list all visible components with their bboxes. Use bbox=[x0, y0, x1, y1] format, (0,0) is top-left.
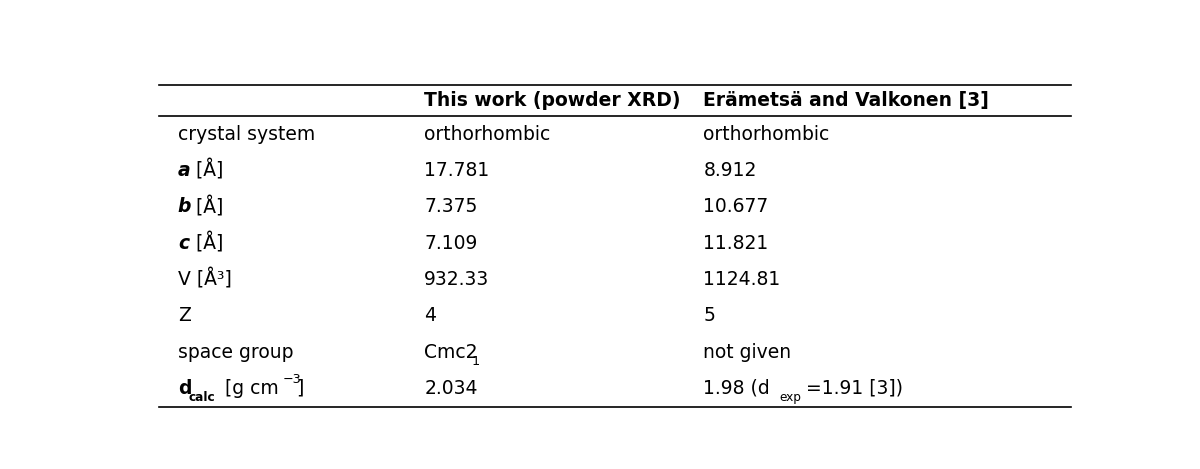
Text: 7.375: 7.375 bbox=[425, 197, 478, 216]
Text: 8.912: 8.912 bbox=[703, 161, 757, 180]
Text: exp: exp bbox=[780, 391, 802, 404]
Text: 11.821: 11.821 bbox=[703, 234, 769, 252]
Text: 2.034: 2.034 bbox=[425, 379, 478, 398]
Text: 932.33: 932.33 bbox=[425, 270, 490, 289]
Text: orthorhombic: orthorhombic bbox=[425, 125, 551, 144]
Text: This work (powder XRD): This work (powder XRD) bbox=[425, 91, 680, 110]
Text: 4: 4 bbox=[425, 306, 437, 325]
Text: 10.677: 10.677 bbox=[703, 197, 769, 216]
Text: Erämetsä and Valkonen [3]: Erämetsä and Valkonen [3] bbox=[703, 91, 989, 110]
Text: [Å]: [Å] bbox=[190, 160, 223, 181]
Text: c: c bbox=[178, 234, 190, 252]
Text: [Å]: [Å] bbox=[190, 233, 223, 254]
Text: not given: not given bbox=[703, 342, 792, 362]
Text: b: b bbox=[178, 197, 191, 216]
Text: 1: 1 bbox=[472, 355, 480, 368]
Text: ]: ] bbox=[296, 379, 304, 398]
Text: 1124.81: 1124.81 bbox=[703, 270, 781, 289]
Text: 5: 5 bbox=[703, 306, 715, 325]
Text: d: d bbox=[178, 379, 192, 398]
Text: a: a bbox=[178, 161, 191, 180]
Text: calc: calc bbox=[188, 391, 215, 404]
Text: space group: space group bbox=[178, 342, 293, 362]
Text: 1.98 (d: 1.98 (d bbox=[703, 379, 770, 398]
Text: 7.109: 7.109 bbox=[425, 234, 478, 252]
Text: =1.91 [3]): =1.91 [3]) bbox=[805, 379, 902, 398]
Text: [Å]: [Å] bbox=[190, 196, 223, 217]
Text: −3: −3 bbox=[283, 373, 301, 386]
Text: crystal system: crystal system bbox=[178, 125, 316, 144]
Text: 17.781: 17.781 bbox=[425, 161, 490, 180]
Text: [g cm: [g cm bbox=[218, 379, 278, 398]
Text: Z: Z bbox=[178, 306, 191, 325]
Text: orthorhombic: orthorhombic bbox=[703, 125, 829, 144]
Text: V [Å³]: V [Å³] bbox=[178, 269, 232, 290]
Text: Cmc2: Cmc2 bbox=[425, 342, 478, 362]
